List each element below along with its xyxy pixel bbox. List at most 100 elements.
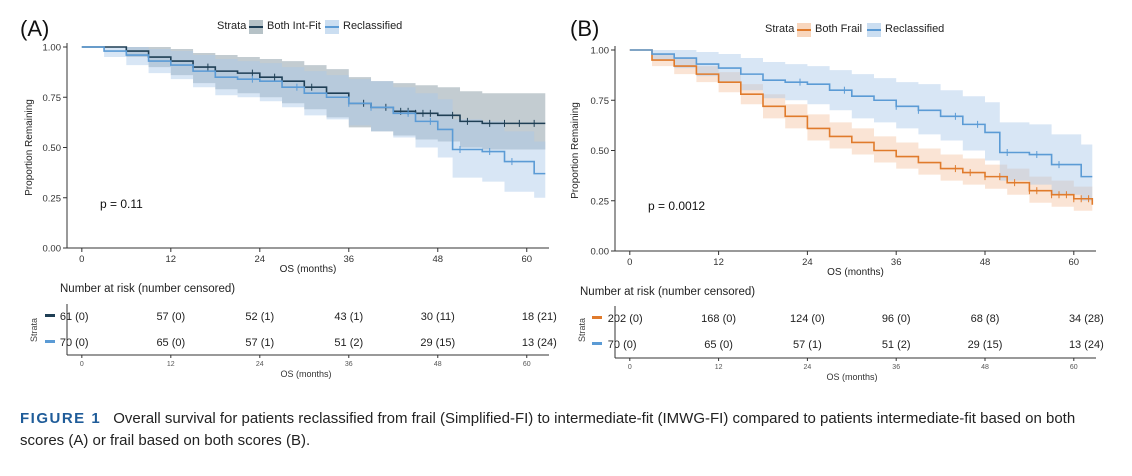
figure: (A) Strata Both Int-Fit Reclassified 0.0… [20,16,1104,382]
risk-table: Number at risk (number censored) Strata … [577,286,1104,382]
panel-label: (B) [570,16,599,41]
risk-cell: 202 (0) [608,313,643,325]
y-tick-label: 0.75 [43,93,62,104]
legend: Strata Both Int-Fit Reclassified [217,20,402,34]
risk-key-0 [592,316,602,319]
y-axis-label: Proportion Remaining [24,99,35,196]
panel-label: (A) [20,16,49,41]
legend-entry-0: Both Frail [815,23,862,35]
y-tick-label: 1.00 [43,43,62,54]
x-tick-label: 60 [521,254,532,265]
x-tick-label: 36 [891,257,902,268]
risk-x-tick-label: 12 [167,361,175,368]
risk-cell: 43 (1) [334,311,363,323]
p-value: p = 0.0012 [648,199,705,213]
risk-x-tick-label: 0 [80,361,84,368]
risk-xlabel: OS (months) [826,372,877,382]
y-tick-label: 0.75 [591,96,610,107]
risk-strata-label: Strata [29,318,39,342]
legend-title: Strata [765,23,795,35]
risk-key-0 [45,314,55,317]
risk-table-title: Number at risk (number censored) [580,286,755,298]
km-plot: 0.00 0.25 0.50 0.75 1.00 0 12 24 36 48 60 OS (month… [24,43,549,275]
y-axis-label: Proportion Remaining [570,102,581,199]
risk-x-tick-label: 36 [345,361,353,368]
risk-cell: 18 (21) [522,311,557,323]
x-axis-label: OS (months) [280,264,337,275]
survival-line-0 [629,49,1094,205]
x-tick-label: 12 [166,254,177,265]
risk-x-tick-label: 60 [523,361,531,368]
y-tick-label: 0.25 [591,196,610,207]
risk-cell: 34 (28) [1069,313,1104,325]
risk-cell: 57 (1) [793,339,822,351]
x-tick-label: 0 [627,257,632,268]
risk-cell: 57 (1) [245,337,274,349]
y-tick-label: 0.50 [591,146,610,157]
risk-table-body: 61 (0) 57 (0) 52 (1) 43 (1) 30 (11) 18 (21) 70… [60,304,557,368]
risk-cell: 29 (15) [420,337,455,349]
x-tick-label: 0 [79,254,84,265]
risk-cell: 52 (1) [245,311,274,323]
y-tick-label: 0.50 [43,143,62,154]
x-tick-label: 60 [1069,257,1080,268]
risk-cell: 61 (0) [60,311,89,323]
risk-key-1 [45,340,55,343]
risk-x-tick-label: 48 [434,361,442,368]
risk-x-tick-label: 48 [981,364,989,371]
legend-entry-1: Reclassified [885,23,944,35]
risk-cell: 57 (0) [156,311,185,323]
risk-cell: 70 (0) [608,339,637,351]
x-tick-label: 24 [802,257,813,268]
risk-cell: 29 (15) [968,339,1003,351]
risk-strata-label: Strata [577,318,587,342]
ci-band-0 [629,50,1093,215]
risk-cell: 96 (0) [882,313,911,325]
risk-x-tick-label: 24 [256,361,264,368]
km-plot: 0.00 0.25 0.50 0.75 1.00 0 12 24 36 48 60 OS (month… [570,46,1096,278]
figure-caption: FIGURE 1 Overall survival for patients re… [20,408,1112,452]
risk-cell: 68 (8) [971,313,1000,325]
risk-key-1 [592,342,602,345]
x-tick-label: 12 [713,257,724,268]
ci-band-1 [81,47,546,198]
ci-band-0 [81,47,546,150]
x-tick-label: 48 [432,254,443,265]
caption-text: Overall survival for patients reclassifi… [20,410,1076,449]
survival-line-1 [629,49,1093,178]
risk-cell: 51 (2) [882,339,911,351]
x-tick-label: 24 [255,254,266,265]
p-value: p = 0.11 [100,197,143,211]
panel-b: (B) Strata Both Frail Reclassified 0.000… [570,16,1104,382]
panel-a: (A) Strata Both Int-Fit Reclassified 0.0… [20,16,557,379]
risk-x-tick-label: 24 [804,364,812,371]
risk-table: Number at risk (number censored) Strata … [29,283,557,379]
y-tick-label: 0.25 [43,193,62,204]
survival-line-1 [81,46,546,175]
y-tick-label: 0.00 [43,244,62,255]
risk-cell: 168 (0) [701,313,736,325]
risk-x-tick-label: 60 [1070,364,1078,371]
figure-svg: (A) Strata Both Int-Fit Reclassified 0.0… [20,16,1104,382]
risk-cell: 13 (24) [522,337,557,349]
risk-cell: 30 (11) [421,311,455,323]
risk-xlabel: OS (months) [280,369,331,379]
y-tick-label: 1.00 [591,46,610,57]
risk-table-title: Number at risk (number censored) [60,283,235,295]
risk-table-body: 202 (0) 168 (0) 124 (0) 96 (0) 68 (8) 34 (28)… [608,306,1104,371]
y-tick-label: 0.00 [591,247,610,258]
legend-entry-1: Reclassified [343,20,402,32]
x-tick-label: 48 [980,257,991,268]
risk-x-tick-label: 36 [892,364,900,371]
risk-cell: 65 (0) [704,339,733,351]
legend-title: Strata [217,20,247,32]
x-tick-label: 36 [343,254,354,265]
risk-cell: 124 (0) [790,313,825,325]
legend: Strata Both Frail Reclassified [765,23,944,37]
caption-label: FIGURE 1 [20,410,102,427]
ci-band-1 [629,50,1093,201]
x-axis-label: OS (months) [827,267,884,278]
risk-cell: 70 (0) [60,337,89,349]
risk-x-tick-label: 0 [628,364,632,371]
risk-cell: 65 (0) [156,337,185,349]
